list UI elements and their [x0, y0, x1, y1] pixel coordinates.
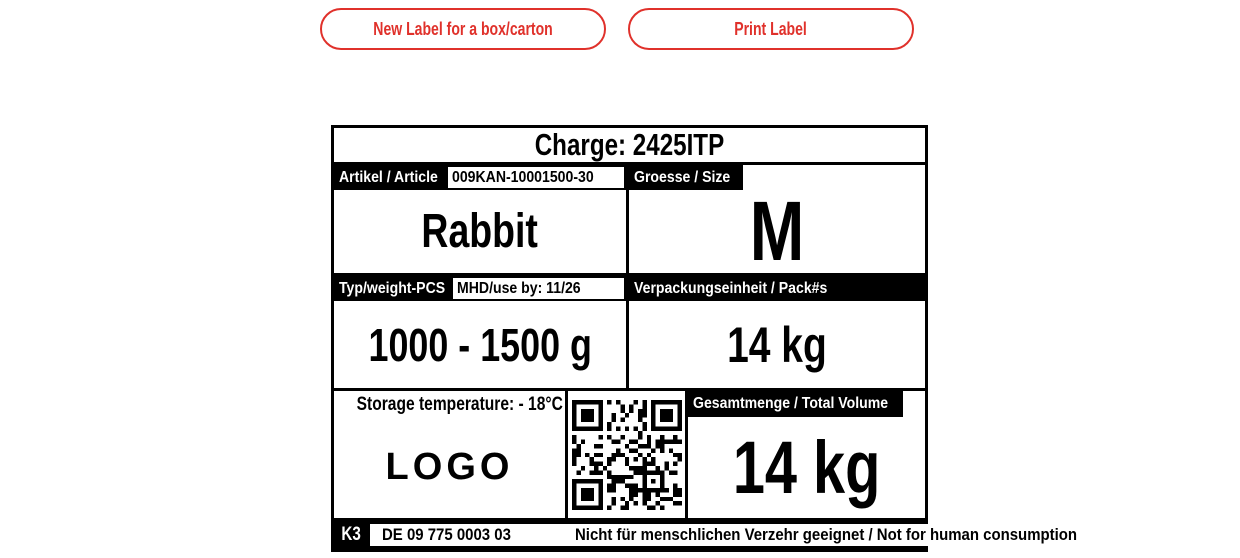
- storage-temperature-text: Storage temperature: - 18°C: [356, 394, 563, 415]
- article-value: Rabbit: [334, 190, 626, 276]
- article-tag: Artikel / Article: [334, 165, 446, 190]
- charge-header-text: Charge: 2425ITP: [534, 127, 725, 162]
- size-value: M: [629, 184, 925, 278]
- warning-text: Nicht für menschlichen Verzehr geeignet …: [574, 525, 1077, 544]
- label-right-column: Groesse / Size M Verpackungseinheit / Pa…: [629, 165, 925, 388]
- pack-value: 14 kg: [629, 301, 925, 388]
- print-label-button-label: Print Label: [734, 18, 808, 39]
- typ-weight-tag-text: Typ/weight-PCS: [339, 279, 446, 297]
- print-label-button[interactable]: Print Label: [628, 8, 914, 50]
- total-volume-cell: Gesamtmenge / Total Volume 14 kg: [688, 391, 925, 518]
- new-label-button[interactable]: New Label for a box/carton: [320, 8, 606, 50]
- total-volume-value: 14 kg: [688, 417, 925, 518]
- pack-tag: Verpackungseinheit / Pack#s: [629, 276, 925, 301]
- weight-range-text: 1000 - 1500 g: [368, 318, 592, 371]
- new-label-button-label: New Label for a box/carton: [373, 18, 553, 39]
- typ-weight-tag: Typ/weight-PCS: [334, 276, 451, 301]
- k3-badge: K3: [334, 524, 370, 546]
- size-row: Groesse / Size: [629, 165, 925, 190]
- logo-text: LOGO: [385, 445, 514, 488]
- qr-code: [571, 399, 682, 510]
- label-preview: Charge: 2425ITP Artikel / Article 009KAN…: [331, 125, 1146, 552]
- article-row: Artikel / Article 009KAN-10001500-30: [334, 165, 626, 190]
- article-code-box: 009KAN-10001500-30: [446, 165, 626, 190]
- qr-cell: [568, 391, 688, 518]
- mhd-text: MHD/use by: 11/26: [457, 279, 581, 297]
- registration-number: DE 09 775 0003 03: [382, 525, 512, 544]
- k3-badge-text: K3: [341, 524, 361, 545]
- article-code-text: 009KAN-10001500-30: [452, 168, 594, 186]
- storage-logo-cell: Storage temperature: - 18°C LOGO: [334, 391, 568, 518]
- size-tag: Groesse / Size: [629, 165, 743, 190]
- typ-weight-row: Typ/weight-PCS MHD/use by: 11/26: [334, 276, 626, 301]
- total-volume-value-text: 14 kg: [732, 426, 881, 509]
- charge-header: Charge: 2425ITP: [334, 127, 925, 165]
- size-tag-text: Groesse / Size: [634, 168, 731, 186]
- total-volume-tag: Gesamtmenge / Total Volume: [688, 391, 903, 417]
- article-tag-text: Artikel / Article: [339, 168, 438, 186]
- label-bottom-section: Storage temperature: - 18°C LOGO Gesamtm…: [334, 391, 925, 521]
- article-value-text: Rabbit: [421, 205, 539, 258]
- label-left-column: Artikel / Article 009KAN-10001500-30 Rab…: [334, 165, 629, 388]
- pack-tag-text: Verpackungseinheit / Pack#s: [634, 279, 828, 297]
- storage-temperature: Storage temperature: - 18°C: [334, 394, 565, 416]
- footer-box: DE 09 775 0003 03 Nicht für menschlichen…: [370, 524, 1146, 546]
- weight-range-value: 1000 - 1500 g: [334, 301, 626, 388]
- total-volume-tag-text: Gesamtmenge / Total Volume: [693, 395, 889, 412]
- mhd-box: MHD/use by: 11/26: [451, 276, 626, 301]
- label-footer: K3 DE 09 775 0003 03 Nicht für menschlic…: [334, 521, 1146, 549]
- pack-value-text: 14 kg: [727, 316, 827, 373]
- label-mid-section: Artikel / Article 009KAN-10001500-30 Rab…: [334, 165, 925, 391]
- size-value-text: M: [749, 184, 805, 278]
